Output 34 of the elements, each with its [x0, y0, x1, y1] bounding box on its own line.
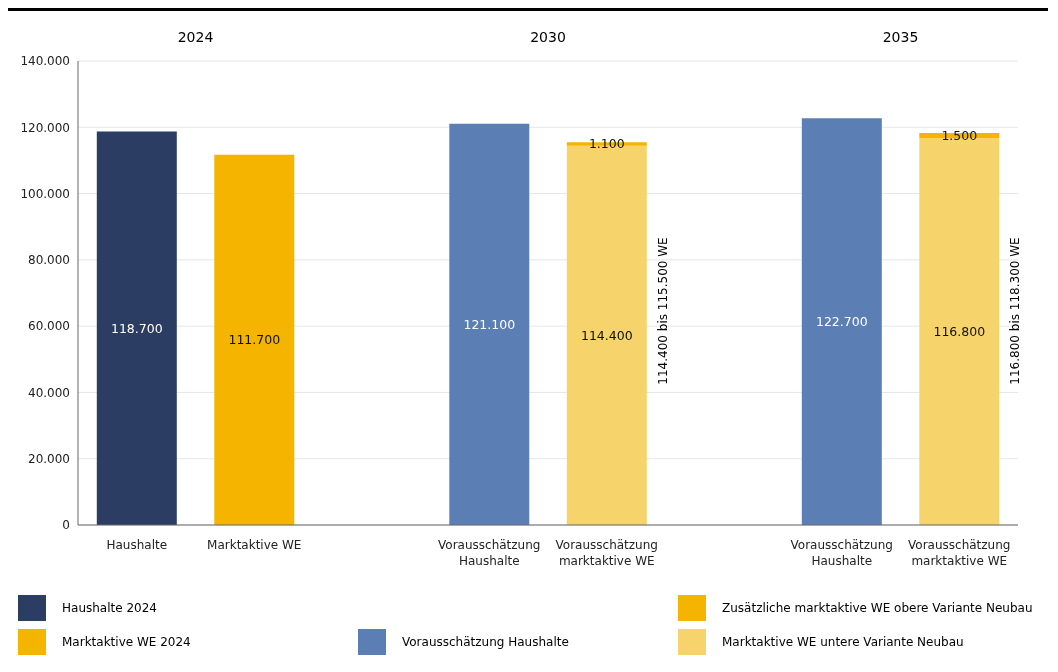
data-label: 118.700 [110, 320, 163, 336]
y-tick-label: 120.000 [20, 120, 70, 135]
y-tick-label: 140.000 [20, 54, 70, 69]
text: 2030 [529, 29, 567, 45]
y-tick-label: 0 [62, 518, 70, 533]
data-label: 122.700 [815, 314, 868, 330]
annotation: 116.800 bis 118.300 WE [1008, 236, 1024, 387]
legend-label: Marktaktive WE 2024 [62, 635, 191, 649]
annotation: 114.400 bis 115.500 WE [655, 236, 671, 387]
data-label: 111.700 [228, 332, 281, 348]
y-tick-label: 20.000 [28, 451, 70, 466]
x-tick-label: Vorausschätzung Haushalte [790, 538, 893, 568]
data-label: 121.100 [463, 316, 516, 332]
text: 2024 [176, 29, 215, 45]
data-label: 114.400 [580, 327, 633, 343]
x-tick-label: Haushalte [106, 538, 168, 552]
x-tick-label: Vorausschätzung marktaktive WE [555, 538, 658, 568]
text: 2035 [881, 29, 920, 45]
bar [449, 123, 530, 525]
y-tick-label: 100.000 [20, 186, 70, 201]
data-label: 116.800 [933, 323, 986, 339]
legend-label: Zusätzliche marktaktive WE obere Variante Neubau [722, 601, 1033, 615]
x-tick-label: Marktaktive WE [207, 538, 302, 552]
x-tick-label: Vorausschätzung Haushalte [438, 538, 541, 568]
legend-label: Marktaktive WE untere Variante Neubau [722, 635, 964, 649]
x-tick-label: Vorausschätzung marktaktive WE [908, 538, 1011, 568]
legend-label: Vorausschätzung Haushalte [402, 635, 569, 649]
bar [801, 118, 882, 525]
bar [96, 131, 177, 525]
bar [214, 154, 295, 525]
y-tick-label: 80.000 [28, 253, 70, 268]
y-tick-label: 40.000 [28, 385, 70, 400]
legend-label: Haushalte 2024 [62, 601, 157, 615]
y-tick-label: 60.000 [28, 319, 70, 334]
